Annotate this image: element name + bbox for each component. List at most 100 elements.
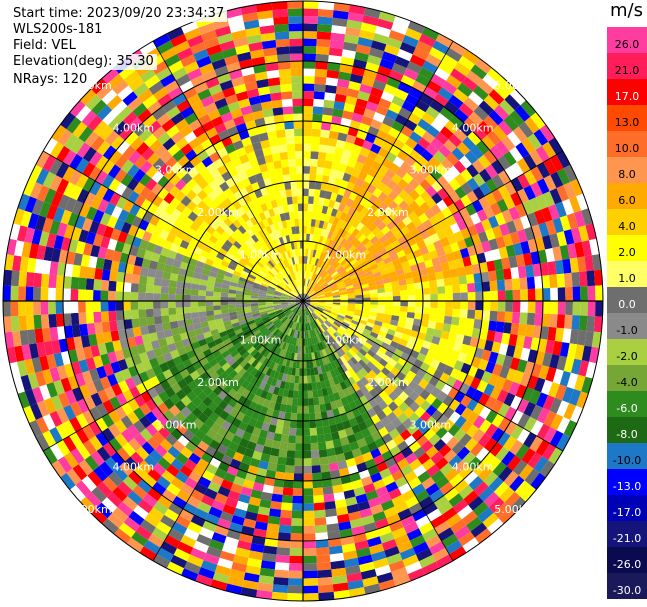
range-gate-cell (331, 287, 339, 292)
range-gate-cell (404, 322, 413, 331)
range-gate-cell (193, 540, 209, 554)
range-gate-cell (217, 486, 231, 498)
range-gate-cell (423, 502, 438, 516)
range-gate-cell (300, 315, 303, 324)
range-gate-cell (177, 541, 194, 555)
range-gate-cell (207, 319, 217, 327)
range-gate-cell (387, 266, 396, 274)
range-gate-cell (344, 427, 355, 437)
range-gate-cell (303, 106, 314, 114)
range-gate-cell (550, 301, 558, 315)
range-gate-cell (508, 333, 518, 347)
range-gate-cell (297, 279, 300, 287)
range-gate-cell (64, 325, 74, 339)
range-gate-cell (33, 301, 41, 316)
range-gate-cell (386, 37, 403, 49)
range-gate-cell (238, 260, 247, 268)
range-gate-cell (138, 352, 149, 363)
range-gate-cell (33, 314, 42, 330)
range-gate-cell (311, 128, 321, 137)
range-gate-cell (479, 182, 492, 196)
range-gate-cell (491, 248, 502, 261)
range-gate-cell (222, 316, 231, 323)
range-gate-cell (71, 324, 81, 338)
range-gate-cell (244, 264, 253, 271)
range-gate-cell (259, 270, 267, 277)
range-gate-cell (380, 416, 392, 427)
colorbar-swatch (607, 339, 647, 366)
range-ring-label: 3.00km (410, 164, 452, 177)
range-gate-cell (330, 385, 338, 394)
range-gate-cell (241, 379, 250, 390)
range-gate-cell (235, 547, 250, 558)
range-gate-cell (356, 270, 365, 277)
range-gate-cell (296, 420, 303, 429)
range-gate-cell (119, 252, 130, 264)
range-gate-cell (237, 540, 252, 551)
range-gate-cell (281, 252, 287, 260)
range-gate-cell (171, 266, 180, 275)
range-gate-cell (148, 332, 159, 342)
range-gate-cell (127, 190, 140, 204)
range-gate-cell (90, 195, 103, 210)
range-gate-cell (186, 178, 198, 190)
range-gate-cell (515, 384, 528, 399)
range-gate-cell (3, 316, 13, 333)
range-gate-cell (230, 349, 239, 358)
range-gate-cell (387, 234, 398, 244)
range-gate-cell (458, 484, 474, 500)
range-gate-cell (305, 338, 308, 346)
range-gate-cell (211, 532, 227, 544)
range-gate-cell (27, 257, 37, 273)
range-gate-cell (134, 335, 144, 346)
range-gate-cell (317, 297, 326, 300)
range-gate-cell (489, 310, 498, 322)
range-gate-cell (356, 325, 365, 332)
range-gate-cell (228, 150, 239, 161)
range-gate-cell (342, 205, 351, 215)
range-gate-cell (274, 264, 281, 272)
range-gate-cell (329, 39, 345, 50)
range-gate-cell (316, 251, 322, 259)
range-gate-cell (150, 339, 161, 350)
range-gate-cell (463, 117, 478, 132)
range-gate-cell (71, 200, 84, 215)
range-gate-cell (101, 174, 115, 189)
range-gate-cell (328, 199, 336, 209)
range-gate-cell (303, 143, 312, 152)
range-gate-cell (117, 358, 128, 371)
range-gate-cell (419, 346, 429, 356)
range-gate-cell (285, 275, 291, 283)
range-gate-cell (502, 355, 514, 369)
range-gate-cell (208, 83, 223, 96)
range-gate-cell (249, 457, 261, 468)
range-gate-cell (316, 290, 324, 295)
range-gate-cell (251, 290, 259, 294)
range-gate-cell (354, 455, 365, 466)
range-gate-cell (265, 367, 273, 377)
range-gate-cell (328, 215, 336, 224)
range-gate-cell (193, 271, 202, 280)
range-gate-cell (293, 352, 298, 361)
range-gate-cell (351, 365, 360, 374)
azimuth-spoke (302, 150, 563, 302)
range-gate-cell (303, 233, 307, 242)
range-gate-cell (85, 381, 98, 396)
range-gate-cell (317, 366, 323, 375)
range-gate-cell (270, 199, 278, 209)
range-gate-cell (445, 47, 463, 62)
range-gate-cell (373, 271, 382, 278)
colorbar-tick-label: 6.0 (618, 194, 636, 207)
range-gate-cell (310, 296, 318, 300)
range-gate-cell (246, 333, 255, 341)
range-gate-cell (332, 376, 340, 385)
range-gate-cell (495, 236, 506, 249)
range-gate-cell (290, 540, 303, 549)
range-gate-cell (372, 111, 386, 123)
range-gate-cell (552, 340, 563, 356)
range-gate-cell (147, 268, 157, 278)
range-gate-cell (299, 308, 302, 316)
range-gate-cell (327, 176, 336, 186)
range-gate-cell (454, 108, 469, 123)
range-gate-cell (447, 423, 461, 437)
